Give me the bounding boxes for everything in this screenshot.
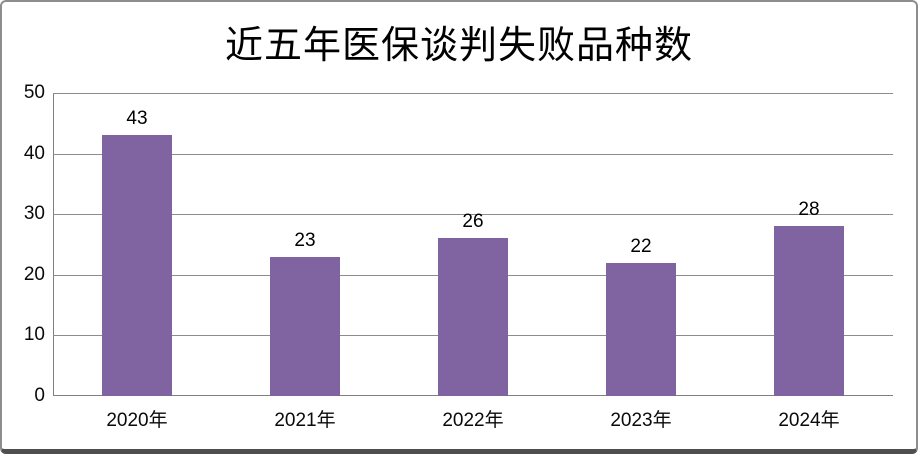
bar-2020年 bbox=[102, 135, 172, 396]
x-axis-label-2021年: 2021年 bbox=[274, 410, 336, 431]
gridline-50 bbox=[53, 93, 893, 94]
x-axis-label-2020年: 2020年 bbox=[106, 410, 168, 431]
bar-2022年 bbox=[438, 238, 508, 396]
chart-title: 近五年医保谈判失败品种数 bbox=[224, 25, 693, 67]
gridline-30 bbox=[53, 214, 893, 216]
y-axis-label-0: 0 bbox=[34, 385, 45, 406]
bar-value-label-2024年: 28 bbox=[798, 199, 820, 221]
y-axis-label-20: 20 bbox=[23, 263, 45, 285]
bar-value-label-2023年: 22 bbox=[630, 235, 652, 257]
gridline-40 bbox=[53, 153, 893, 155]
bar-value-label-2022年: 26 bbox=[462, 211, 484, 233]
x-axis-label-2023年: 2023年 bbox=[610, 410, 672, 431]
bar-value-label-2020年: 43 bbox=[126, 108, 148, 130]
x-axis-label-2022年: 2022年 bbox=[442, 410, 504, 431]
bar-2021年 bbox=[270, 256, 340, 396]
bar-value-label-2021年: 23 bbox=[294, 229, 316, 251]
bar-2023年 bbox=[606, 262, 676, 396]
y-axis-label-30: 30 bbox=[23, 203, 45, 225]
y-axis-label-40: 40 bbox=[23, 142, 45, 164]
y-axis-label-10: 10 bbox=[23, 324, 45, 346]
x-axis-label-2024年: 2024年 bbox=[778, 410, 840, 431]
y-axis-label-50: 50 bbox=[23, 82, 45, 103]
bar-2024年 bbox=[774, 226, 844, 396]
